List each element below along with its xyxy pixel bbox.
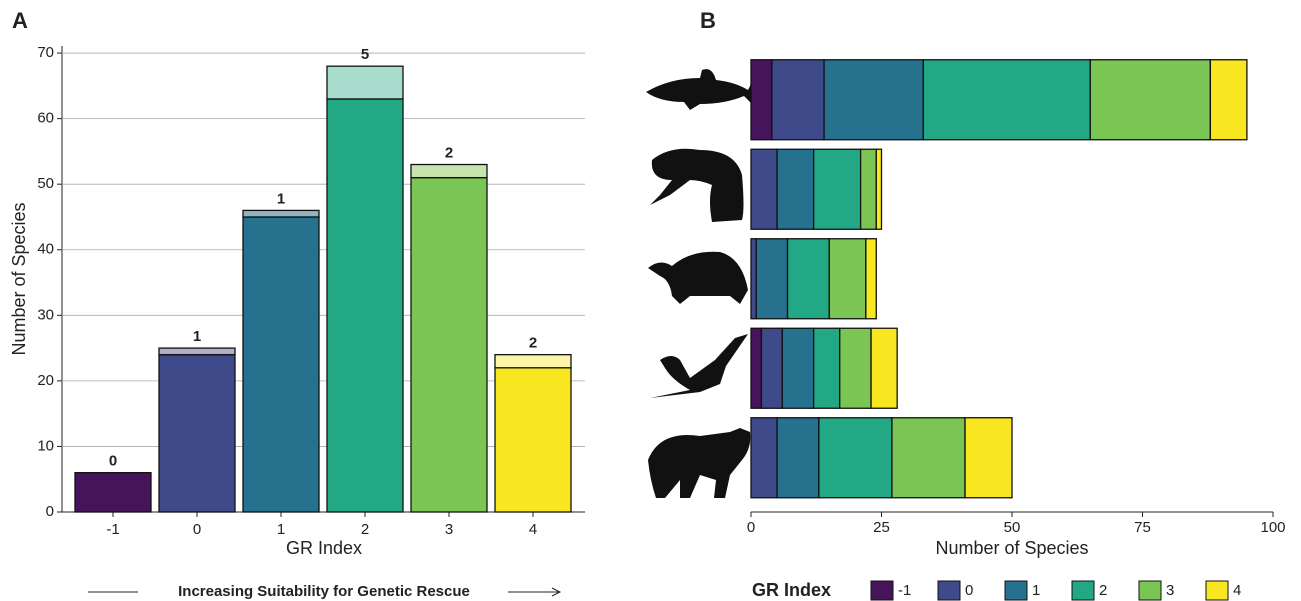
y-tick-label: 20: [37, 372, 54, 389]
panel-label: B: [700, 8, 716, 33]
bar-segment: [892, 418, 965, 498]
x-tick-label: 4: [529, 521, 537, 538]
data-label: 1: [277, 190, 285, 207]
bar-segment: [495, 368, 571, 512]
bar-segment: [756, 239, 787, 319]
bar-segment: [782, 328, 813, 408]
y-tick-label: 30: [37, 306, 54, 323]
y-axis-title: Number of Species: [9, 202, 29, 355]
bar-segment: [876, 149, 881, 229]
bar-segment: [75, 473, 151, 512]
bar-segment: [1210, 60, 1247, 140]
legend-label: 2: [1099, 582, 1107, 599]
y-tick-label: 70: [37, 44, 54, 61]
bar-segment: [777, 418, 819, 498]
legend-swatch: [1072, 581, 1094, 600]
bar-segment: [751, 239, 756, 319]
bar-segment: [861, 149, 877, 229]
bar-segment: [923, 60, 1090, 140]
bar-segment: [243, 210, 319, 217]
y-tick-label: 60: [37, 110, 54, 127]
x-tick-label: 0: [747, 519, 755, 536]
silhouettes: [646, 69, 752, 498]
data-label: 2: [529, 335, 537, 352]
bar-segment: [761, 328, 782, 408]
bar-segment: [772, 60, 824, 140]
x-tick-label: 100: [1260, 519, 1285, 536]
fish-icon: [646, 69, 752, 110]
legend-label: 4: [1233, 582, 1241, 599]
y-tick-label: 40: [37, 241, 54, 258]
legend-swatch: [1005, 581, 1027, 600]
bar-segment: [751, 418, 777, 498]
legend-label: 3: [1166, 582, 1174, 599]
x-tick-label: 3: [445, 521, 453, 538]
bar-segment: [751, 60, 772, 140]
x-tick-label: 2: [361, 521, 369, 538]
y-tick-label: 50: [37, 175, 54, 192]
bar-segment: [327, 66, 403, 99]
bar-segment: [840, 328, 871, 408]
annotation: Increasing Suitability for Genetic Rescu…: [178, 583, 470, 600]
bar-segment: [871, 328, 897, 408]
frog-icon: [650, 149, 744, 222]
x-tick-label: 50: [1004, 519, 1021, 536]
x-tick-label: 0: [193, 521, 201, 538]
x-axis-title: GR Index: [286, 538, 362, 558]
figure: A B GR Index Number of Species Increasin…: [0, 0, 1301, 601]
data-label: 0: [109, 453, 117, 470]
bar-segment: [819, 418, 892, 498]
bar-segment: [777, 149, 814, 229]
bar-segment: [1090, 60, 1210, 140]
bar-segment: [751, 328, 761, 408]
legend-label: 0: [965, 582, 973, 599]
data-label: 2: [445, 144, 453, 161]
legend-swatch: [1206, 581, 1228, 600]
mammal-icon: [648, 428, 750, 498]
bar-segment: [866, 239, 876, 319]
y-tick-label: 10: [37, 437, 54, 454]
legend-label: -1: [898, 582, 911, 599]
bar-segment: [824, 60, 923, 140]
data-label: 1: [193, 328, 201, 345]
x-tick-label: 25: [873, 519, 890, 536]
turtle-icon: [648, 252, 748, 304]
bar-segment: [829, 239, 866, 319]
legend-swatch: [938, 581, 960, 600]
bar-segment: [411, 165, 487, 178]
bar-segment: [495, 355, 571, 368]
x-tick-label: 1: [277, 521, 285, 538]
legend-swatch: [871, 581, 893, 600]
bar-segment: [159, 348, 235, 355]
bar-segment: [814, 328, 840, 408]
bar-segment: [411, 178, 487, 512]
bar-segment: [751, 149, 777, 229]
bar-segment: [814, 149, 861, 229]
panel-label: A: [12, 8, 28, 33]
arrow: [508, 588, 560, 596]
bar-segment: [965, 418, 1012, 498]
legend-swatch: [1139, 581, 1161, 600]
legend-title: GR Index: [752, 580, 831, 600]
y-tick-label: 0: [46, 503, 54, 520]
x-tick-label: 75: [1134, 519, 1151, 536]
x-axis-title: Number of Species: [935, 538, 1088, 558]
legend-label: 1: [1032, 582, 1040, 599]
bar-segment: [159, 355, 235, 512]
bar-segment: [327, 99, 403, 512]
bar-segment: [788, 239, 830, 319]
bar-segment: [243, 217, 319, 512]
x-tick-label: -1: [106, 521, 119, 538]
data-label: 5: [361, 46, 369, 63]
bird-icon: [650, 334, 748, 398]
